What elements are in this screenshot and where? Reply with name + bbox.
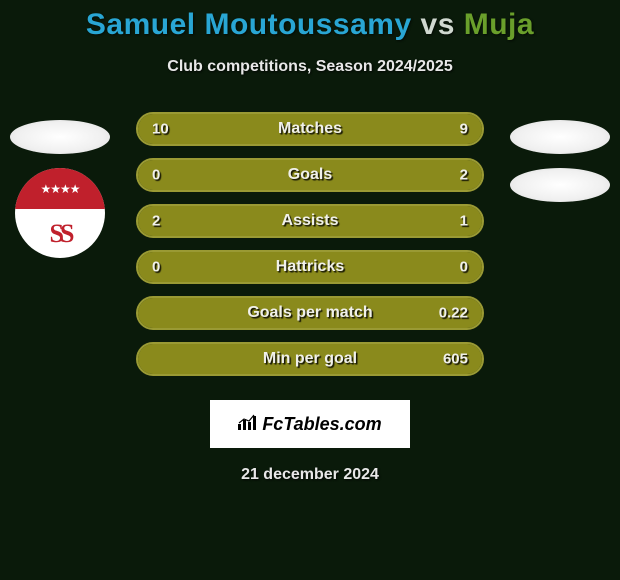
stat-label: Hattricks (276, 258, 344, 276)
sivasspor-badge: ★★★★ SS (15, 168, 105, 258)
vs-text: vs (421, 8, 455, 41)
page-title: Samuel Moutoussamy vs Muja (0, 8, 620, 42)
stat-label: Goals per match (247, 304, 372, 322)
stat-label: Min per goal (263, 350, 357, 368)
stat-left-value: 10 (152, 121, 169, 138)
stat-fill-right (200, 160, 482, 190)
footer-brand-text: FcTables.com (262, 414, 381, 435)
stat-right-value: 0 (460, 259, 468, 276)
player2-name: Muja (464, 8, 534, 41)
stat-label: Matches (278, 120, 342, 138)
stat-row: Min per goal 605 (136, 342, 484, 376)
chart-icon (238, 414, 258, 435)
stat-row: 0 Goals 2 (136, 158, 484, 192)
footer-logo: FcTables.com (210, 400, 410, 448)
badge-stars-icon: ★★★★ (40, 182, 79, 196)
stat-right-value: 2 (460, 167, 468, 184)
stat-right-value: 1 (460, 213, 468, 230)
date-label: 21 december 2024 (0, 466, 620, 484)
stat-fill-left (138, 160, 200, 190)
comparison-infographic: Samuel Moutoussamy vs Muja Club competit… (0, 0, 620, 484)
player2-badges (510, 120, 610, 202)
stat-row: Goals per match 0.22 (136, 296, 484, 330)
stat-right-value: 605 (443, 351, 468, 368)
stat-row: 10 Matches 9 (136, 112, 484, 146)
player1-name: Samuel Moutoussamy (86, 8, 412, 41)
stat-left-value: 2 (152, 213, 160, 230)
stat-right-value: 9 (460, 121, 468, 138)
stat-label: Assists (282, 212, 339, 230)
player1-badges: ★★★★ SS (10, 120, 110, 258)
subtitle: Club competitions, Season 2024/2025 (0, 58, 620, 76)
stat-row: 0 Hattricks 0 (136, 250, 484, 284)
stat-row: 2 Assists 1 (136, 204, 484, 238)
club-badge-placeholder (510, 120, 610, 154)
club-badge-placeholder (510, 168, 610, 202)
stat-label: Goals (288, 166, 332, 184)
stat-left-value: 0 (152, 167, 160, 184)
badge-bottom-half: SS (15, 209, 105, 258)
badge-monogram: SS (50, 219, 71, 249)
stat-right-value: 0.22 (439, 305, 468, 322)
stat-left-value: 0 (152, 259, 160, 276)
stat-bars: 10Matches90Goals22Assists10Hattricks0Goa… (136, 112, 484, 376)
badge-top-half: ★★★★ (15, 168, 105, 209)
stat-fill-left (138, 344, 207, 374)
stat-fill-left (138, 298, 200, 328)
club-badge-placeholder (10, 120, 110, 154)
